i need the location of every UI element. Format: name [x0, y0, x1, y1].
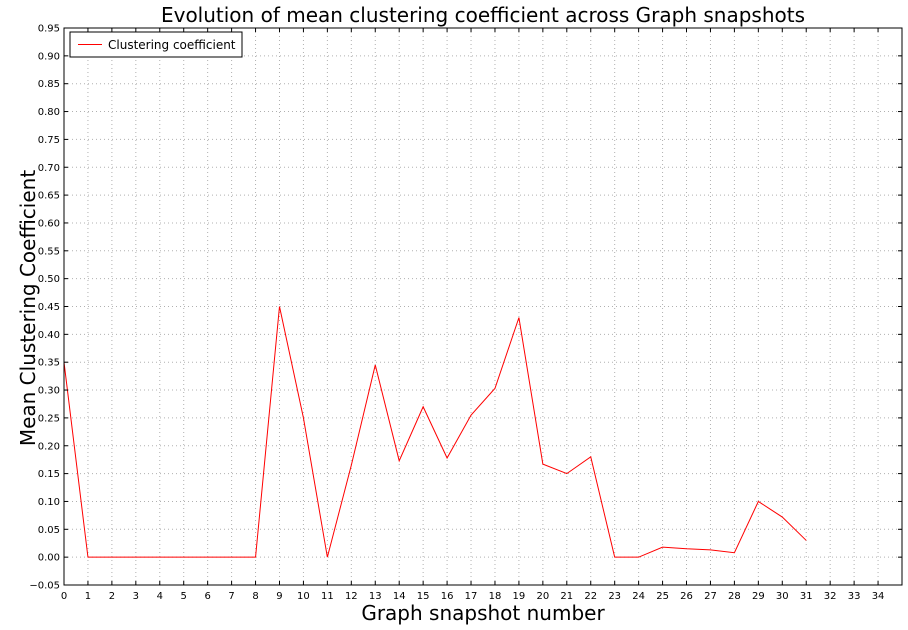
- y-tick-label: 0.90: [38, 51, 60, 62]
- y-tick-label: 0.35: [38, 358, 60, 369]
- y-tick-label: 0.15: [38, 469, 60, 480]
- x-tick-label: 11: [321, 591, 334, 602]
- y-tick-label: 0.10: [38, 497, 60, 508]
- x-tick-label: 34: [872, 591, 885, 602]
- y-tick-label: 0.45: [38, 302, 60, 313]
- x-tick-label: 33: [848, 591, 861, 602]
- y-tick-label: −0.05: [29, 581, 60, 592]
- x-tick-label: 28: [728, 591, 741, 602]
- y-tick-label: 0.30: [38, 386, 60, 397]
- y-tick-label: 0.85: [38, 79, 60, 90]
- x-tick-label: 23: [608, 591, 621, 602]
- legend-label: Clustering coefficient: [108, 38, 236, 52]
- x-tick-label: 27: [704, 591, 717, 602]
- y-tick-label: 0.25: [38, 413, 60, 424]
- x-tick-label: 13: [369, 591, 382, 602]
- x-tick-label: 21: [560, 591, 573, 602]
- y-tick-label: 0.05: [38, 525, 60, 536]
- y-tick-label: 0.75: [38, 135, 60, 146]
- x-tick-label: 2: [109, 591, 115, 602]
- x-tick-label: 10: [297, 591, 310, 602]
- x-tick-label: 32: [824, 591, 837, 602]
- series-line-clustering-coefficient: [63, 306, 807, 558]
- x-tick-label: 30: [776, 591, 789, 602]
- x-tick-label: 22: [584, 591, 597, 602]
- x-tick-label: 29: [752, 591, 765, 602]
- x-axis-title: Graph snapshot number: [361, 601, 605, 625]
- y-tick-label: 0.60: [38, 218, 60, 229]
- x-tick-label: 16: [441, 591, 454, 602]
- x-tick-label: 14: [393, 591, 406, 602]
- x-tick-label: 12: [345, 591, 358, 602]
- chart-title: Evolution of mean clustering coefficient…: [161, 3, 805, 27]
- y-tick-label: 0.55: [38, 246, 60, 257]
- y-tick-label: 0.80: [38, 107, 60, 118]
- x-tick-label: 31: [800, 591, 813, 602]
- x-tick-label: 15: [417, 591, 430, 602]
- grid-lines: [63, 27, 902, 586]
- x-tick-label: 20: [536, 591, 549, 602]
- x-tick-label: 26: [680, 591, 693, 602]
- y-tick-label: 0.00: [38, 553, 60, 564]
- series-layer: [63, 306, 807, 558]
- x-tick-label: 5: [181, 591, 187, 602]
- x-tick-label: 18: [489, 591, 502, 602]
- y-tick-label: 0.50: [38, 274, 60, 285]
- x-tick-label: 1: [85, 591, 91, 602]
- ticks: 0 1 2 3 4 5 6 7 8 9 10 11 12 13 14 15 16 17 18 19 20 21 22 23 24…: [29, 24, 902, 602]
- y-tick-label: 0.70: [38, 163, 60, 174]
- x-tick-label: 24: [632, 591, 645, 602]
- y-tick-label: 0.20: [38, 441, 60, 452]
- x-tick-label: 4: [157, 591, 163, 602]
- x-tick-label: 7: [228, 591, 234, 602]
- x-tick-label: 9: [276, 591, 282, 602]
- y-axis-title: Mean Clustering Coefficient: [16, 170, 40, 446]
- x-tick-label: 19: [513, 591, 526, 602]
- x-tick-label: 17: [465, 591, 478, 602]
- x-tick-label: 3: [133, 591, 139, 602]
- x-tick-label: 8: [252, 591, 258, 602]
- x-tick-label: 0: [61, 591, 67, 602]
- x-tick-label: 25: [656, 591, 669, 602]
- y-tick-label: 0.65: [38, 191, 60, 202]
- legend: Clustering coefficient: [69, 31, 243, 58]
- y-tick-label: 0.40: [38, 330, 60, 341]
- y-tick-label: 0.95: [38, 24, 60, 35]
- x-tick-label: 6: [204, 591, 210, 602]
